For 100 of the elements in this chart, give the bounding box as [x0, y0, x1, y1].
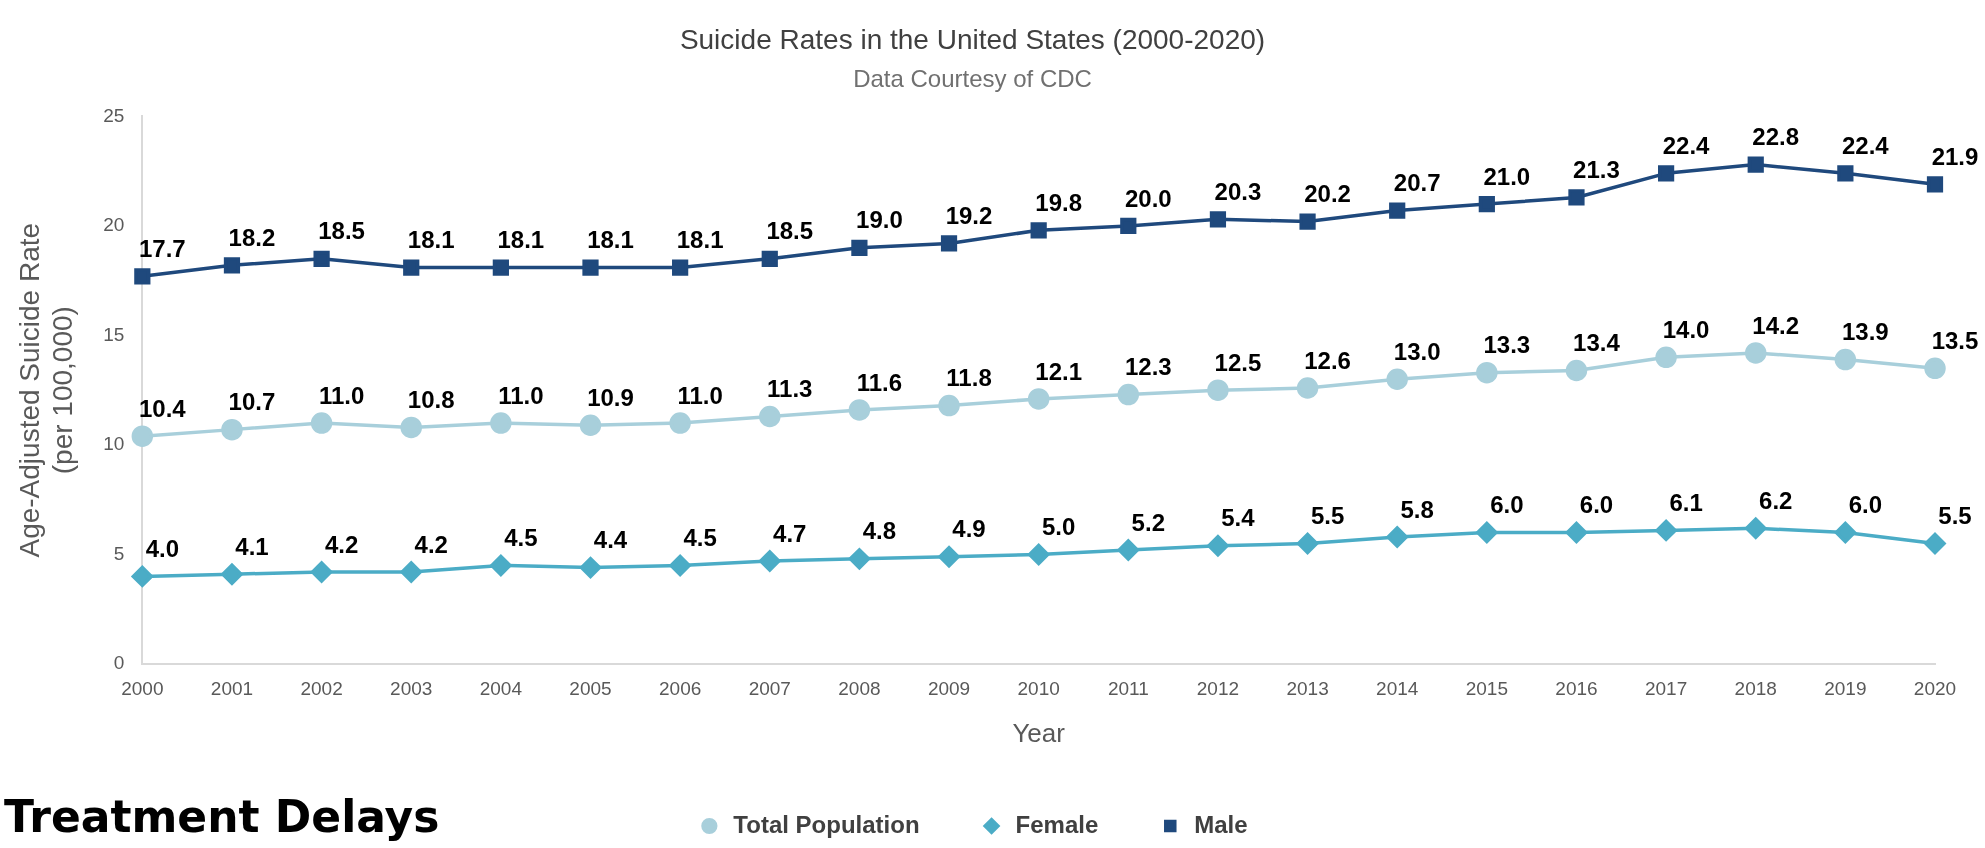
y-tick-label: 5 [113, 542, 125, 564]
x-tick-label: 2009 [927, 677, 971, 699]
data-label: 18.5 [766, 217, 814, 245]
data-label: 19.8 [1035, 188, 1083, 216]
point [1655, 346, 1677, 369]
point [1747, 156, 1764, 173]
point [1027, 388, 1050, 410]
point [1924, 532, 1946, 555]
data-label: 14.2 [1752, 311, 1800, 339]
point [403, 259, 420, 276]
data-label: 17.7 [138, 234, 186, 262]
data-label: 12.6 [1304, 346, 1351, 374]
data-label: 12.1 [1035, 357, 1083, 385]
point [1296, 377, 1319, 399]
data-label: 18.1 [497, 226, 545, 254]
legend-label: Female [1015, 810, 1099, 838]
point [490, 412, 512, 434]
point [1478, 195, 1495, 213]
data-label: 5.2 [1131, 508, 1165, 536]
data-label: 20.3 [1214, 177, 1262, 205]
data-label: 11.8 [946, 364, 992, 392]
x-tick-label: 2001 [210, 677, 254, 699]
point [490, 554, 512, 577]
data-label: 20.0 [1124, 184, 1172, 212]
data-label: 4.2 [414, 530, 448, 558]
point [1565, 359, 1588, 382]
legend-label: Total Population [733, 810, 920, 838]
x-tick-label: 2014 [1376, 677, 1419, 699]
data-label: 4.1 [235, 532, 269, 560]
point [1299, 213, 1316, 230]
data-label: 11.0 [318, 381, 365, 409]
data-label: 13.5 [1931, 326, 1979, 354]
point [759, 550, 781, 572]
point [1386, 368, 1408, 390]
text: Treatment Delays [4, 791, 440, 842]
data-label: 6.1 [1669, 489, 1703, 517]
point [1926, 176, 1944, 193]
point [1207, 379, 1229, 401]
data-label: 21.3 [1573, 156, 1620, 184]
point [940, 235, 958, 252]
point [1476, 361, 1498, 384]
x-tick-label: 2011 [1107, 677, 1149, 699]
point [134, 268, 151, 285]
x-axis-title: Year [1012, 717, 1066, 748]
x-tick-label: 2016 [1555, 677, 1598, 699]
point [579, 414, 602, 436]
data-label: 22.8 [1752, 123, 1800, 151]
point [310, 561, 333, 583]
point [1117, 539, 1140, 561]
data-label: 21.0 [1483, 162, 1531, 190]
data-label: 4.5 [683, 524, 717, 552]
data-label: 11.6 [856, 368, 903, 396]
x-tick-label: 2012 [1196, 677, 1240, 699]
x-tick-label: 2008 [838, 677, 881, 699]
data-label: 5.4 [1221, 504, 1256, 532]
data-label: 6.2 [1759, 486, 1793, 514]
point [1209, 211, 1227, 228]
point [1120, 217, 1137, 235]
point [221, 563, 243, 585]
point [1834, 521, 1857, 544]
point [582, 259, 599, 276]
point [223, 257, 241, 274]
point [1744, 342, 1767, 364]
data-label: 13.9 [1842, 318, 1889, 346]
data-label: 21.9 [1931, 142, 1979, 170]
x-tick-label: 2003 [390, 677, 433, 699]
point [400, 561, 422, 583]
chart-subtitle: Data Courtesy of CDC [853, 64, 1092, 92]
x-tick-label: 2013 [1286, 677, 1329, 699]
y-tick-label: 15 [103, 323, 125, 345]
x-tick-label: 2018 [1734, 677, 1777, 699]
point [1657, 165, 1675, 182]
point [848, 548, 871, 570]
data-label: 19.2 [945, 202, 993, 230]
point [761, 250, 778, 267]
data-label: 4.5 [504, 524, 538, 552]
point [1117, 383, 1140, 406]
x-tick-label: 2020 [1913, 677, 1957, 699]
data-label: 10.4 [138, 394, 187, 422]
point [938, 545, 960, 568]
point [1030, 222, 1047, 239]
data-label: 18.1 [676, 226, 724, 254]
point [1207, 534, 1229, 557]
x-tick-label: 2006 [658, 677, 702, 699]
point [1476, 521, 1498, 544]
point [492, 259, 509, 276]
x-tick-label: 2007 [748, 677, 791, 699]
data-label: 13.4 [1573, 329, 1621, 357]
data-label: 4.8 [862, 517, 897, 545]
point [848, 399, 871, 421]
data-label: 5.5 [1938, 502, 1972, 530]
point [1296, 532, 1319, 555]
data-label: 10.7 [228, 388, 276, 416]
point [851, 239, 868, 256]
x-tick-label: 2017 [1644, 677, 1688, 699]
x-tick-label: 2015 [1465, 677, 1508, 699]
point [1565, 521, 1588, 544]
legend-label: Male [1194, 810, 1248, 838]
point [938, 394, 960, 417]
data-label: 12.5 [1214, 348, 1262, 376]
